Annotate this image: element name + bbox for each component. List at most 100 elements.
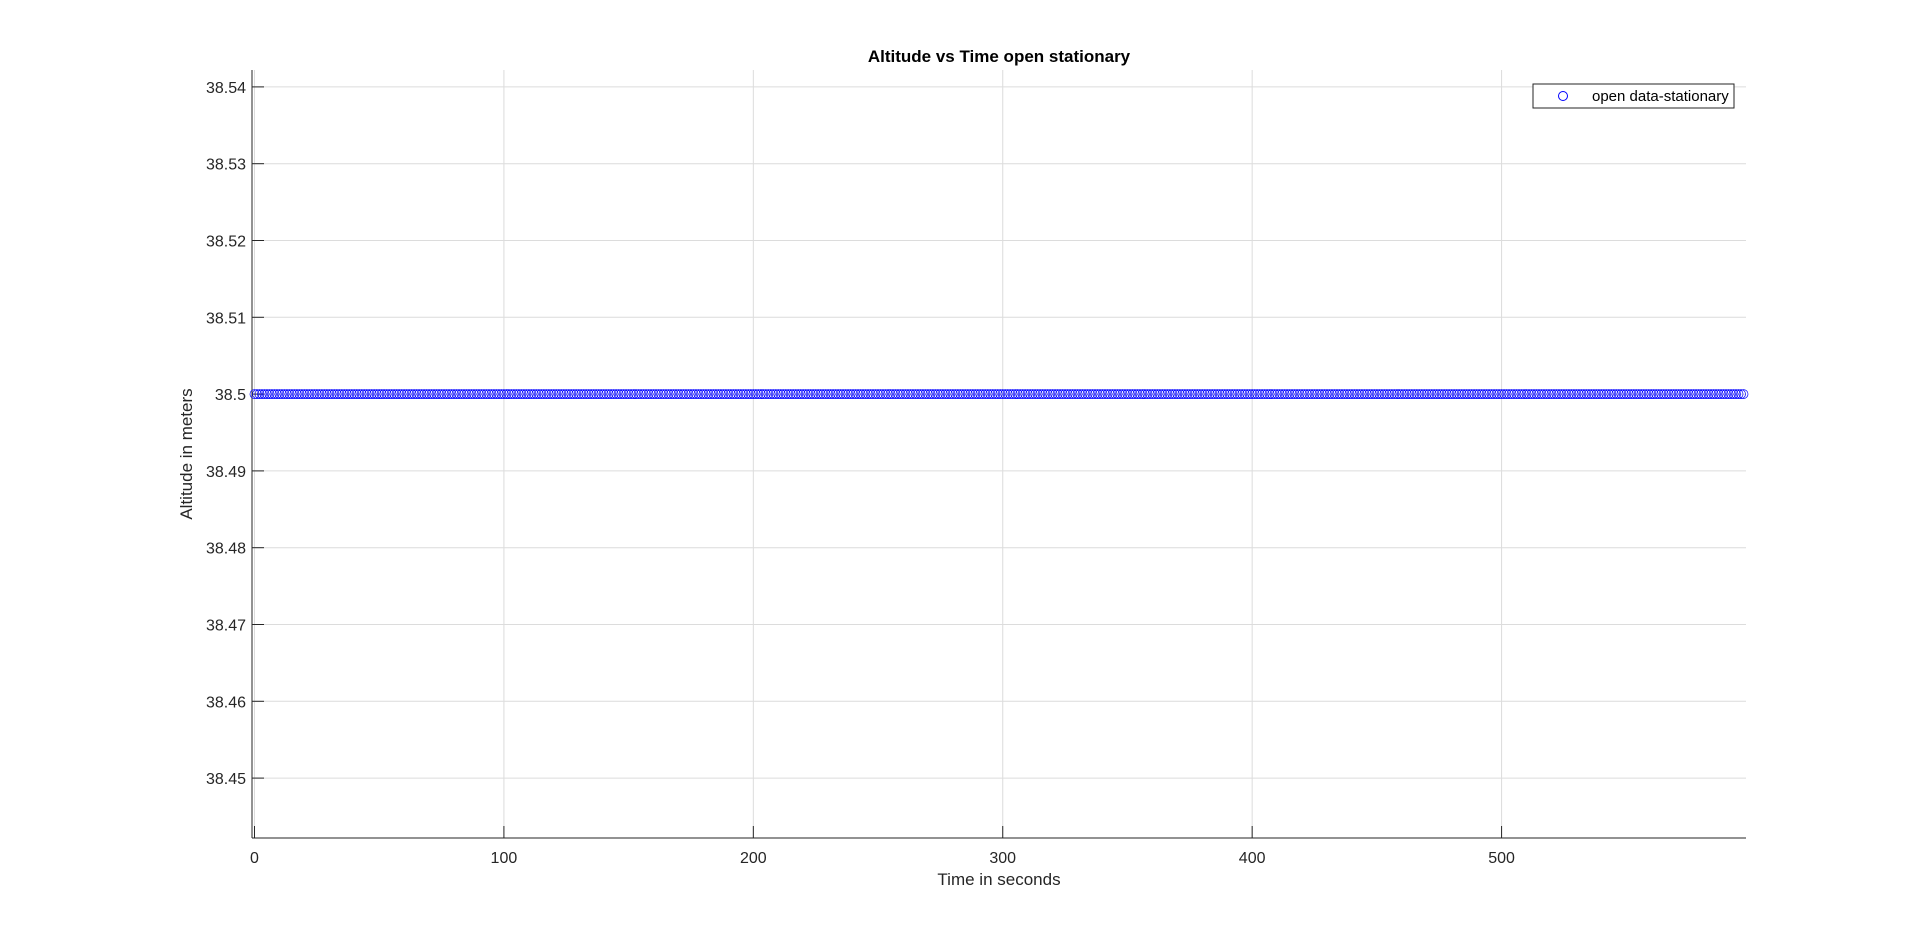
data-point [606,389,617,399]
data-point [1496,389,1507,399]
data-point [1409,389,1420,399]
data-point [1561,389,1572,399]
data-point [1464,389,1475,399]
data-point [1274,389,1285,399]
data-point [521,389,532,399]
data-point [873,389,883,399]
data-point [765,389,776,399]
data-point [938,389,948,399]
data-point [1164,389,1175,399]
data-point [1726,389,1736,399]
data-point [509,389,519,399]
data-point [371,389,382,399]
data-point [1264,389,1275,399]
x-axis-label: Time in seconds [937,870,1060,889]
data-point [718,389,729,399]
data-point [740,389,751,399]
data-point [1633,389,1644,399]
data-point [638,389,649,399]
data-point [394,389,405,399]
data-point [1429,389,1440,399]
data-point [1344,389,1355,399]
data-point [1224,389,1235,399]
data-point [1025,389,1036,399]
data-point [608,389,619,399]
data-point [641,389,651,399]
data-point [1626,389,1637,399]
data-point [331,389,342,399]
data-point [593,389,604,399]
data-point [1531,389,1542,399]
data-point [1140,389,1150,399]
data-point [1349,389,1360,399]
data-point [284,389,295,399]
x-ticks: 0 100 200 300 400 500 [250,826,1515,867]
y-tick-label: 38.46 [206,694,246,711]
data-point [825,389,836,399]
data-point [1269,389,1280,399]
data-point [384,389,395,399]
data-point [830,389,841,399]
data-point [1339,389,1350,399]
data-point [1319,389,1330,399]
data-point [523,389,534,399]
data-point [603,389,614,399]
data-point [1638,389,1649,399]
data-point [1446,389,1457,399]
data-point [1297,389,1307,399]
data-point [1257,389,1267,399]
legend: open data-stationary [1532,83,1735,109]
data-point [925,389,936,399]
data-point [1332,389,1342,399]
data-point [484,389,494,399]
data-point [1135,389,1145,399]
data-point [883,389,893,399]
data-point [346,389,357,399]
data-point [985,389,996,399]
data-point [840,389,851,399]
data-point [1242,389,1253,399]
axes [251,70,1746,839]
data-point [1439,389,1450,399]
data-point [875,389,886,399]
data-point [1701,389,1711,399]
data-point [1623,389,1634,399]
y-tick-label: 38.52 [206,233,246,250]
data-point [721,389,731,399]
data-point [1449,389,1460,399]
data-point [1713,389,1724,399]
data-point [1142,389,1153,399]
data-point [918,389,928,399]
data-point [888,389,898,399]
data-point [1521,389,1532,399]
data-point [858,389,868,399]
data-point [997,389,1008,399]
data-point [1731,389,1741,399]
data-point [553,389,564,399]
data-point [900,389,911,399]
data-point [361,389,372,399]
data-point [262,389,272,399]
data-point [1391,389,1402,399]
data-point [1107,389,1118,399]
data-point [1386,389,1397,399]
data-point [818,389,829,399]
data-point [633,389,644,399]
data-point [1539,389,1549,399]
data-point [850,389,861,399]
data-point [1075,389,1085,399]
data-point [1706,389,1716,399]
data-point [1581,389,1592,399]
data-point [1249,389,1260,399]
data-point [1613,389,1624,399]
data-point [783,389,794,399]
data-point [282,389,292,399]
data-point [1237,389,1248,399]
data-point [915,389,926,399]
data-point [1182,389,1193,399]
data-point [1102,389,1113,399]
data-point [1414,389,1425,399]
data-point [314,389,325,399]
data-point [930,389,941,399]
data-point [940,389,951,399]
